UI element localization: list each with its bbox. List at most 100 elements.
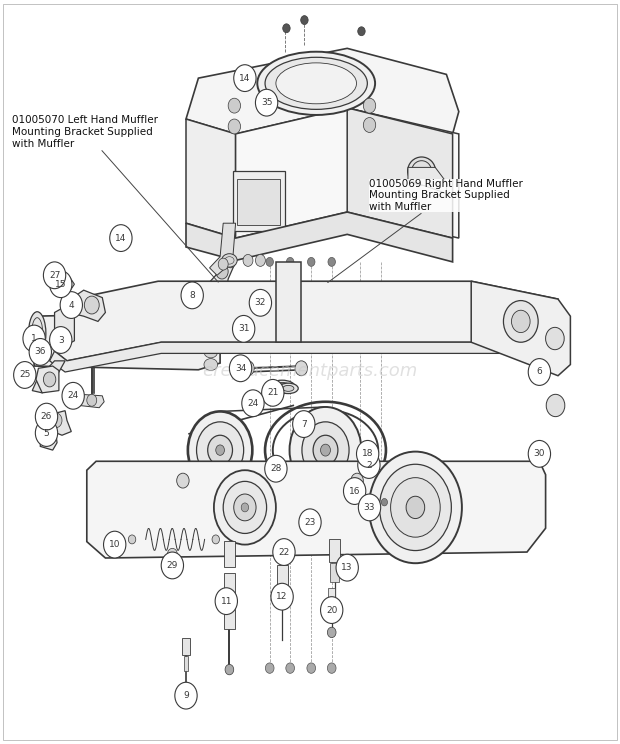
Circle shape bbox=[278, 382, 286, 391]
Circle shape bbox=[391, 478, 440, 537]
Circle shape bbox=[301, 16, 308, 25]
Ellipse shape bbox=[408, 157, 435, 185]
Circle shape bbox=[321, 597, 343, 623]
Circle shape bbox=[286, 663, 294, 673]
Circle shape bbox=[177, 473, 189, 488]
Circle shape bbox=[336, 554, 358, 581]
Circle shape bbox=[299, 509, 321, 536]
Circle shape bbox=[302, 422, 349, 478]
Circle shape bbox=[528, 440, 551, 467]
Polygon shape bbox=[210, 223, 236, 275]
Circle shape bbox=[175, 682, 197, 709]
Ellipse shape bbox=[269, 380, 295, 394]
Circle shape bbox=[216, 445, 224, 455]
Circle shape bbox=[104, 531, 126, 558]
Circle shape bbox=[250, 304, 265, 321]
Text: 5: 5 bbox=[43, 429, 50, 437]
Circle shape bbox=[87, 394, 97, 406]
Polygon shape bbox=[186, 48, 459, 134]
Circle shape bbox=[234, 494, 256, 521]
Text: 16: 16 bbox=[349, 487, 360, 496]
Circle shape bbox=[363, 98, 376, 113]
Polygon shape bbox=[232, 286, 260, 316]
Circle shape bbox=[216, 264, 228, 279]
Ellipse shape bbox=[273, 382, 291, 391]
Circle shape bbox=[356, 440, 379, 467]
Polygon shape bbox=[471, 281, 570, 376]
Polygon shape bbox=[408, 167, 446, 193]
Text: 4: 4 bbox=[68, 301, 74, 310]
Circle shape bbox=[262, 379, 284, 406]
Circle shape bbox=[243, 254, 253, 266]
Polygon shape bbox=[40, 433, 57, 450]
Text: 29: 29 bbox=[167, 561, 178, 570]
Circle shape bbox=[249, 289, 272, 316]
Text: 21: 21 bbox=[267, 388, 278, 397]
Circle shape bbox=[225, 664, 234, 675]
Circle shape bbox=[308, 257, 315, 266]
Circle shape bbox=[84, 296, 99, 314]
Circle shape bbox=[406, 496, 425, 519]
Circle shape bbox=[212, 535, 219, 544]
Ellipse shape bbox=[278, 383, 298, 394]
Text: 26: 26 bbox=[41, 412, 52, 421]
Circle shape bbox=[29, 339, 51, 365]
Circle shape bbox=[62, 382, 84, 409]
Text: 20: 20 bbox=[326, 606, 337, 615]
Circle shape bbox=[255, 254, 265, 266]
Circle shape bbox=[161, 552, 184, 579]
Text: 24: 24 bbox=[68, 391, 79, 400]
Circle shape bbox=[379, 464, 451, 551]
Circle shape bbox=[223, 481, 267, 533]
Text: 11: 11 bbox=[221, 597, 232, 606]
Circle shape bbox=[23, 325, 45, 352]
Polygon shape bbox=[42, 411, 71, 435]
Circle shape bbox=[307, 663, 316, 673]
Circle shape bbox=[242, 390, 264, 417]
Circle shape bbox=[181, 682, 191, 694]
Text: 24: 24 bbox=[247, 399, 259, 408]
Ellipse shape bbox=[222, 254, 237, 267]
Bar bbox=[329, 539, 340, 562]
Circle shape bbox=[293, 411, 315, 437]
Circle shape bbox=[262, 289, 274, 304]
Polygon shape bbox=[241, 465, 291, 490]
Text: 34: 34 bbox=[235, 364, 246, 373]
Text: 36: 36 bbox=[35, 347, 46, 356]
Circle shape bbox=[313, 435, 338, 465]
Circle shape bbox=[241, 503, 249, 512]
Circle shape bbox=[50, 327, 72, 353]
Text: 14: 14 bbox=[239, 74, 250, 83]
Polygon shape bbox=[186, 119, 236, 238]
Polygon shape bbox=[257, 286, 276, 305]
Text: 12: 12 bbox=[277, 592, 288, 601]
Circle shape bbox=[328, 257, 335, 266]
Circle shape bbox=[266, 257, 273, 266]
Polygon shape bbox=[50, 331, 558, 372]
Polygon shape bbox=[347, 108, 453, 238]
Bar bbox=[184, 656, 188, 671]
Bar bbox=[278, 589, 286, 608]
Polygon shape bbox=[59, 277, 74, 292]
Bar bbox=[276, 262, 301, 342]
Circle shape bbox=[358, 27, 365, 36]
Circle shape bbox=[167, 548, 177, 560]
Ellipse shape bbox=[204, 359, 218, 371]
Circle shape bbox=[208, 435, 232, 465]
Text: 9: 9 bbox=[183, 691, 189, 700]
Circle shape bbox=[35, 403, 58, 430]
Text: 14: 14 bbox=[115, 234, 126, 243]
Circle shape bbox=[358, 494, 381, 521]
Circle shape bbox=[381, 498, 388, 506]
Bar bbox=[224, 603, 235, 629]
Circle shape bbox=[546, 394, 565, 417]
Circle shape bbox=[50, 271, 72, 298]
Text: 32: 32 bbox=[255, 298, 266, 307]
Circle shape bbox=[283, 24, 290, 33]
Circle shape bbox=[351, 473, 363, 488]
Circle shape bbox=[232, 315, 255, 342]
Circle shape bbox=[43, 262, 66, 289]
Ellipse shape bbox=[276, 62, 356, 103]
Circle shape bbox=[214, 470, 276, 545]
Circle shape bbox=[60, 292, 82, 318]
